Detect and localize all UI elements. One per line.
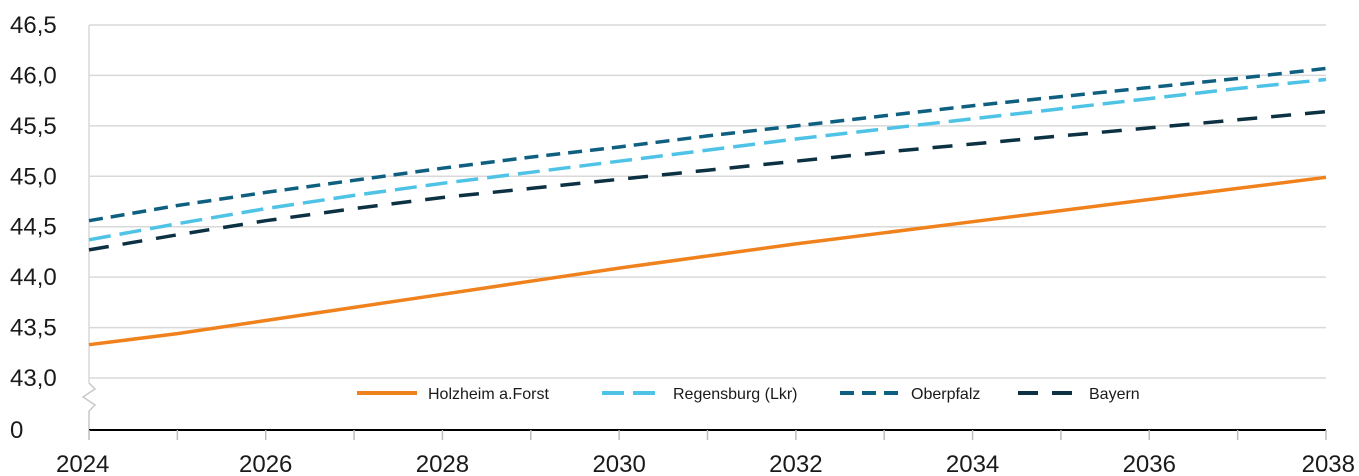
x-tick-label: 2036 <box>1123 451 1176 476</box>
x-tick-label: 2024 <box>56 451 109 476</box>
y-tick-label: 43,0 <box>10 365 57 392</box>
y-tick-label: 44,5 <box>10 214 57 241</box>
x-tick-label: 2026 <box>239 451 292 476</box>
legend-label: Oberpfalz <box>911 386 980 403</box>
legend-label: Holzheim a.Forst <box>428 386 549 403</box>
x-axis-tick-labels: 2024 2026 2028 2030 2032 2034 2036 2038 <box>56 451 1355 476</box>
legend-label: Bayern <box>1089 386 1140 403</box>
y-tick-label: 46,5 <box>10 12 57 39</box>
x-tick-label: 2034 <box>946 451 999 476</box>
series-line-oberpfalz <box>88 66 1327 223</box>
series-line-regensburg-lkr <box>88 77 1327 242</box>
x-tick-label: 2030 <box>592 451 645 476</box>
y-tick-label: 43,5 <box>10 315 57 342</box>
axes <box>81 25 1327 440</box>
x-tick-label: 2038 <box>1302 451 1355 476</box>
y-axis-tick-labels: 0 43,0 43,5 44,0 44,5 45,0 45,5 46,0 46,5 <box>10 12 57 444</box>
y-tick-label: 0 <box>10 417 23 444</box>
gridlines <box>89 24 1326 379</box>
series-line-bayern <box>88 109 1327 252</box>
legend-label: Regensburg (Lkr) <box>673 386 798 403</box>
x-tick-label: 2028 <box>416 451 469 476</box>
axis-break-mark <box>81 382 97 430</box>
y-tick-label: 45,0 <box>10 163 57 190</box>
y-tick-label: 46,0 <box>10 62 57 89</box>
legend: Holzheim a.Forst Regensburg (Lkr) Oberpfal… <box>357 386 1140 403</box>
series-lines <box>88 66 1327 347</box>
series-line-holzheim-a-forst <box>88 175 1327 347</box>
x-tick-label: 2032 <box>769 451 822 476</box>
y-tick-label: 44,0 <box>10 264 57 291</box>
y-tick-label: 45,5 <box>10 113 57 140</box>
